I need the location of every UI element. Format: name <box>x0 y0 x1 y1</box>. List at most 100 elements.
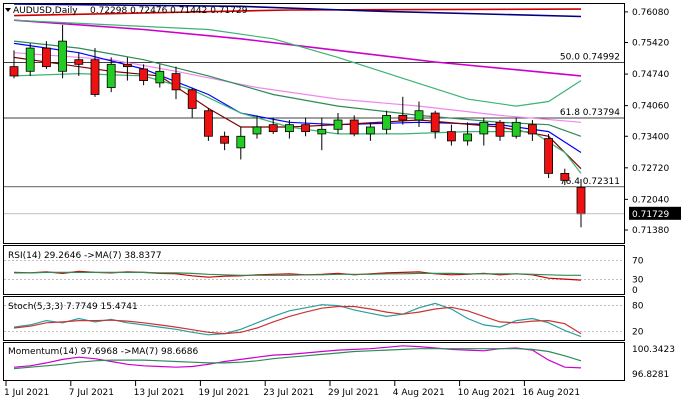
rsi-label: RSI(14) 29.2646 ->MA(7) 38.8377 <box>8 251 162 261</box>
price-ma-line <box>13 3 582 18</box>
candle <box>236 126 246 160</box>
candle-body-up <box>155 70 165 84</box>
x-tick-label: 10 Aug 2021 <box>458 388 516 398</box>
stoch-panel[interactable]: 80 20 <box>4 302 644 338</box>
candle-body-down <box>430 112 440 133</box>
candle <box>139 64 149 86</box>
candle <box>560 168 570 185</box>
candle <box>479 117 489 146</box>
price-ma-line <box>13 40 582 137</box>
x-tick-label: 13 Jul 2021 <box>134 388 185 398</box>
candle <box>106 57 116 93</box>
price-ma-line <box>13 56 582 170</box>
price-tick-label: 0.74740 <box>632 70 669 80</box>
candle-body-down <box>220 135 230 144</box>
candle-body-down <box>9 66 19 77</box>
rsi-tick-label: 70 <box>632 256 644 266</box>
candle <box>511 117 521 139</box>
price-tick-label: 0.74060 <box>632 102 669 112</box>
momentum-label: Momentum(14) 97.6968 ->MA(7) 98.6686 <box>8 347 199 357</box>
rsi-tick-label: 30 <box>632 276 644 286</box>
candle-body-down <box>446 131 456 142</box>
candle-body-up <box>414 110 424 121</box>
candle-body-down <box>123 63 132 68</box>
candle-body-down <box>349 119 359 135</box>
price-tick-label: 0.75420 <box>632 39 669 49</box>
candle <box>398 96 408 125</box>
rsi-panel-frame <box>3 245 625 295</box>
osc-line <box>13 348 582 370</box>
symbol-label: AUDUSD,Daily <box>13 6 78 16</box>
candle-body-down <box>42 47 51 68</box>
candle <box>171 66 181 100</box>
candle <box>74 52 84 76</box>
candle <box>284 120 294 139</box>
current-price-badge <box>629 206 681 220</box>
candle-body-down <box>398 114 408 121</box>
osc-line <box>13 305 582 335</box>
candle-body-up <box>317 128 327 135</box>
candle-body-up <box>365 126 375 135</box>
candle <box>252 115 262 139</box>
price-ma-line <box>13 52 582 123</box>
candle <box>203 108 213 141</box>
candle-body-down <box>495 121 505 137</box>
candle-body-up <box>479 121 489 135</box>
candle <box>414 101 424 127</box>
candle-body-down <box>544 138 553 174</box>
candle-body-up <box>333 119 343 130</box>
candle <box>365 122 375 141</box>
candle-body-down <box>90 59 100 95</box>
x-tick-label: 1 Jul 2021 <box>4 388 49 398</box>
current-price-label: 0.71729 <box>632 210 669 220</box>
candle <box>301 117 311 137</box>
candle-body-up <box>236 135 246 149</box>
price-ma-line <box>13 19 582 77</box>
candle <box>544 133 553 179</box>
momentum-tick-label: 100.3423 <box>632 345 675 355</box>
price-tick-label: 0.72720 <box>632 164 669 174</box>
x-axis: 1 Jul 2021 7 Jul 2021 13 Jul 2021 19 Jul 20… <box>4 381 580 398</box>
candle-body-down <box>203 110 213 137</box>
candle-body-up <box>252 126 262 135</box>
fib-label: 50.0 0.74992 <box>560 52 620 62</box>
candle <box>382 110 392 134</box>
x-tick-label: 4 Aug 2021 <box>393 388 445 398</box>
rsi-panel[interactable]: 70 300 <box>4 256 644 296</box>
candle-body-up <box>58 40 67 72</box>
candle-body-up <box>382 114 392 130</box>
price-panel[interactable]: 50.0 0.74992 61.8 0.73794 76.4 0.72311 0.76… <box>4 3 681 236</box>
ohlc-label: 0.72298 0.72476 0.71442 0.71729 <box>90 6 248 16</box>
candle <box>463 122 473 146</box>
price-ma-line <box>13 19 582 107</box>
momentum-panel[interactable]: 100.3423 96.8281 <box>13 345 675 380</box>
x-tick-label: 16 Aug 2021 <box>522 388 580 398</box>
candle <box>155 64 165 88</box>
candle-body-up <box>106 63 116 88</box>
candle-body-up <box>511 121 521 137</box>
osc-line <box>14 271 581 276</box>
candle-body-down <box>268 124 278 133</box>
candle <box>268 117 278 134</box>
price-tick-label: 0.76080 <box>632 8 669 18</box>
candle <box>25 43 35 76</box>
rsi-tick-label: 0 <box>632 286 638 296</box>
candle <box>528 120 537 141</box>
candle-body-down <box>576 186 586 215</box>
x-tick-label: 7 Jul 2021 <box>69 388 114 398</box>
x-tick-label: 23 Jul 2021 <box>263 388 314 398</box>
chart-header: AUDUSD,Daily 0.72298 0.72476 0.71442 0.7… <box>5 6 248 16</box>
candle <box>42 41 51 69</box>
candle <box>123 57 132 81</box>
stoch-tick-label: 20 <box>632 327 644 337</box>
candle <box>333 113 343 134</box>
stoch-panel-frame <box>3 296 625 341</box>
candle <box>187 87 197 118</box>
candle-body-down <box>74 59 84 65</box>
candle-body-down <box>171 73 181 91</box>
collapse-triangle-icon[interactable] <box>5 8 11 12</box>
x-tick-label: 29 Jul 2021 <box>328 388 379 398</box>
indicator-labels: RSI(14) 29.2646 ->MA(7) 38.8377 Stoch(5,… <box>8 251 199 357</box>
candle-body-down <box>528 124 537 135</box>
